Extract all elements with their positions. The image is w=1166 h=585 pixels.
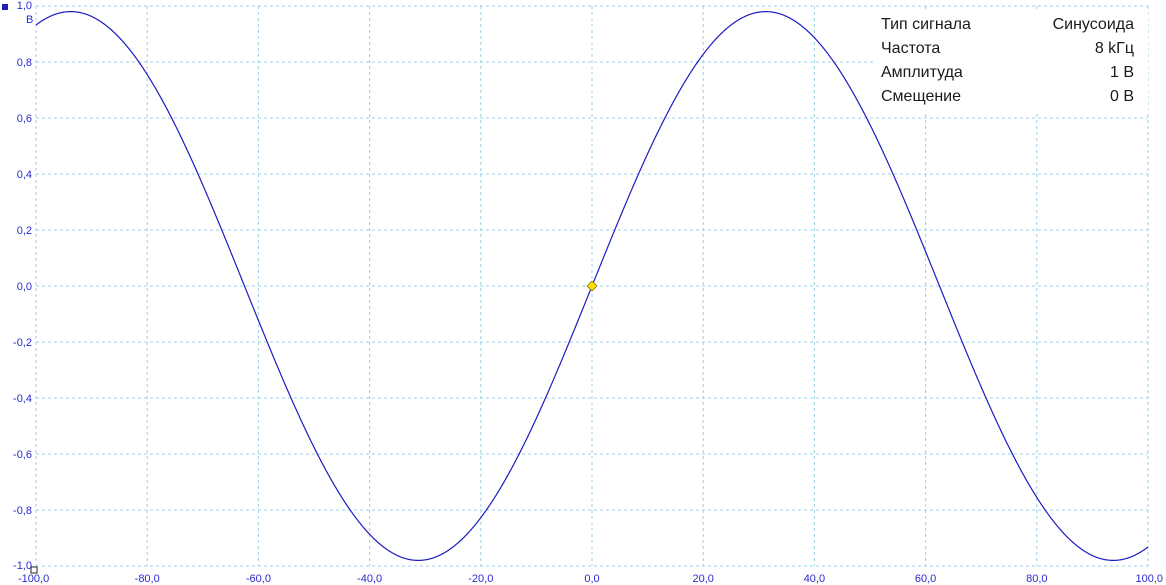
- y-tick-label: 0,2: [17, 225, 32, 237]
- info-label: Смещение: [881, 88, 961, 105]
- channel-marker-top[interactable]: [2, 4, 8, 10]
- y-axis-ticks: 1,0 0,8 0,6 0,4 0,2 0,0 -0,2 -0,4 -0,6 -0,8 -1,0: [13, 0, 32, 572]
- info-label: Амплитуда: [881, 64, 963, 81]
- x-tick-label: 0,0: [584, 573, 599, 585]
- x-tick-label: 80,0: [1026, 573, 1047, 585]
- x-tick-label: 100,0: [1135, 573, 1163, 585]
- x-tick-label: -40,0: [357, 573, 382, 585]
- y-unit-label: В: [26, 14, 33, 26]
- y-tick-label: -1,0: [13, 560, 32, 572]
- x-tick-label: -80,0: [135, 573, 160, 585]
- channel-marker-bottom[interactable]: [30, 566, 38, 574]
- x-tick-label: 40,0: [804, 573, 825, 585]
- info-value: Синусоида: [1053, 16, 1135, 33]
- x-tick-label: -20,0: [468, 573, 493, 585]
- x-tick-label: 60,0: [915, 573, 936, 585]
- y-tick-label: 1,0: [17, 0, 32, 12]
- y-tick-label: -0,8: [13, 505, 32, 517]
- info-panel-background: [873, 10, 1148, 112]
- x-tick-label: -60,0: [246, 573, 271, 585]
- y-tick-label: 0,0: [17, 281, 32, 293]
- info-label: Тип сигнала: [881, 16, 971, 33]
- y-tick-label: 0,8: [17, 57, 32, 69]
- info-value: 0 В: [1110, 88, 1134, 105]
- y-tick-label: -0,4: [13, 393, 32, 405]
- info-label: Частота: [881, 40, 940, 57]
- signal-info-panel: Тип сигнала Синусоида Частота 8 kГц Амплитуд…: [873, 10, 1148, 112]
- x-tick-label: 20,0: [692, 573, 713, 585]
- x-axis-ticks: -100,0 -80,0 -60,0 -40,0 -20,0 0,0 20,0 40,0 60,…: [18, 573, 1163, 585]
- y-tick-label: -0,2: [13, 337, 32, 349]
- y-tick-label: 0,6: [17, 113, 32, 125]
- y-tick-label: 0,4: [17, 169, 32, 181]
- y-tick-label: -0,6: [13, 449, 32, 461]
- x-tick-label: -100,0: [18, 573, 49, 585]
- trigger-marker[interactable]: [586, 280, 598, 292]
- info-value: 8 kГц: [1095, 40, 1134, 57]
- info-value: 1 В: [1110, 64, 1134, 81]
